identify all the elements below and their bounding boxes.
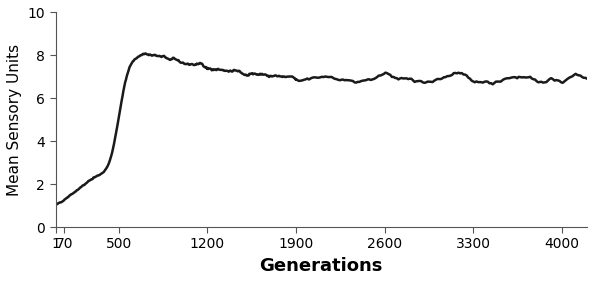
X-axis label: Generations: Generations xyxy=(260,257,383,275)
Y-axis label: Mean Sensory Units: Mean Sensory Units xyxy=(7,44,22,196)
